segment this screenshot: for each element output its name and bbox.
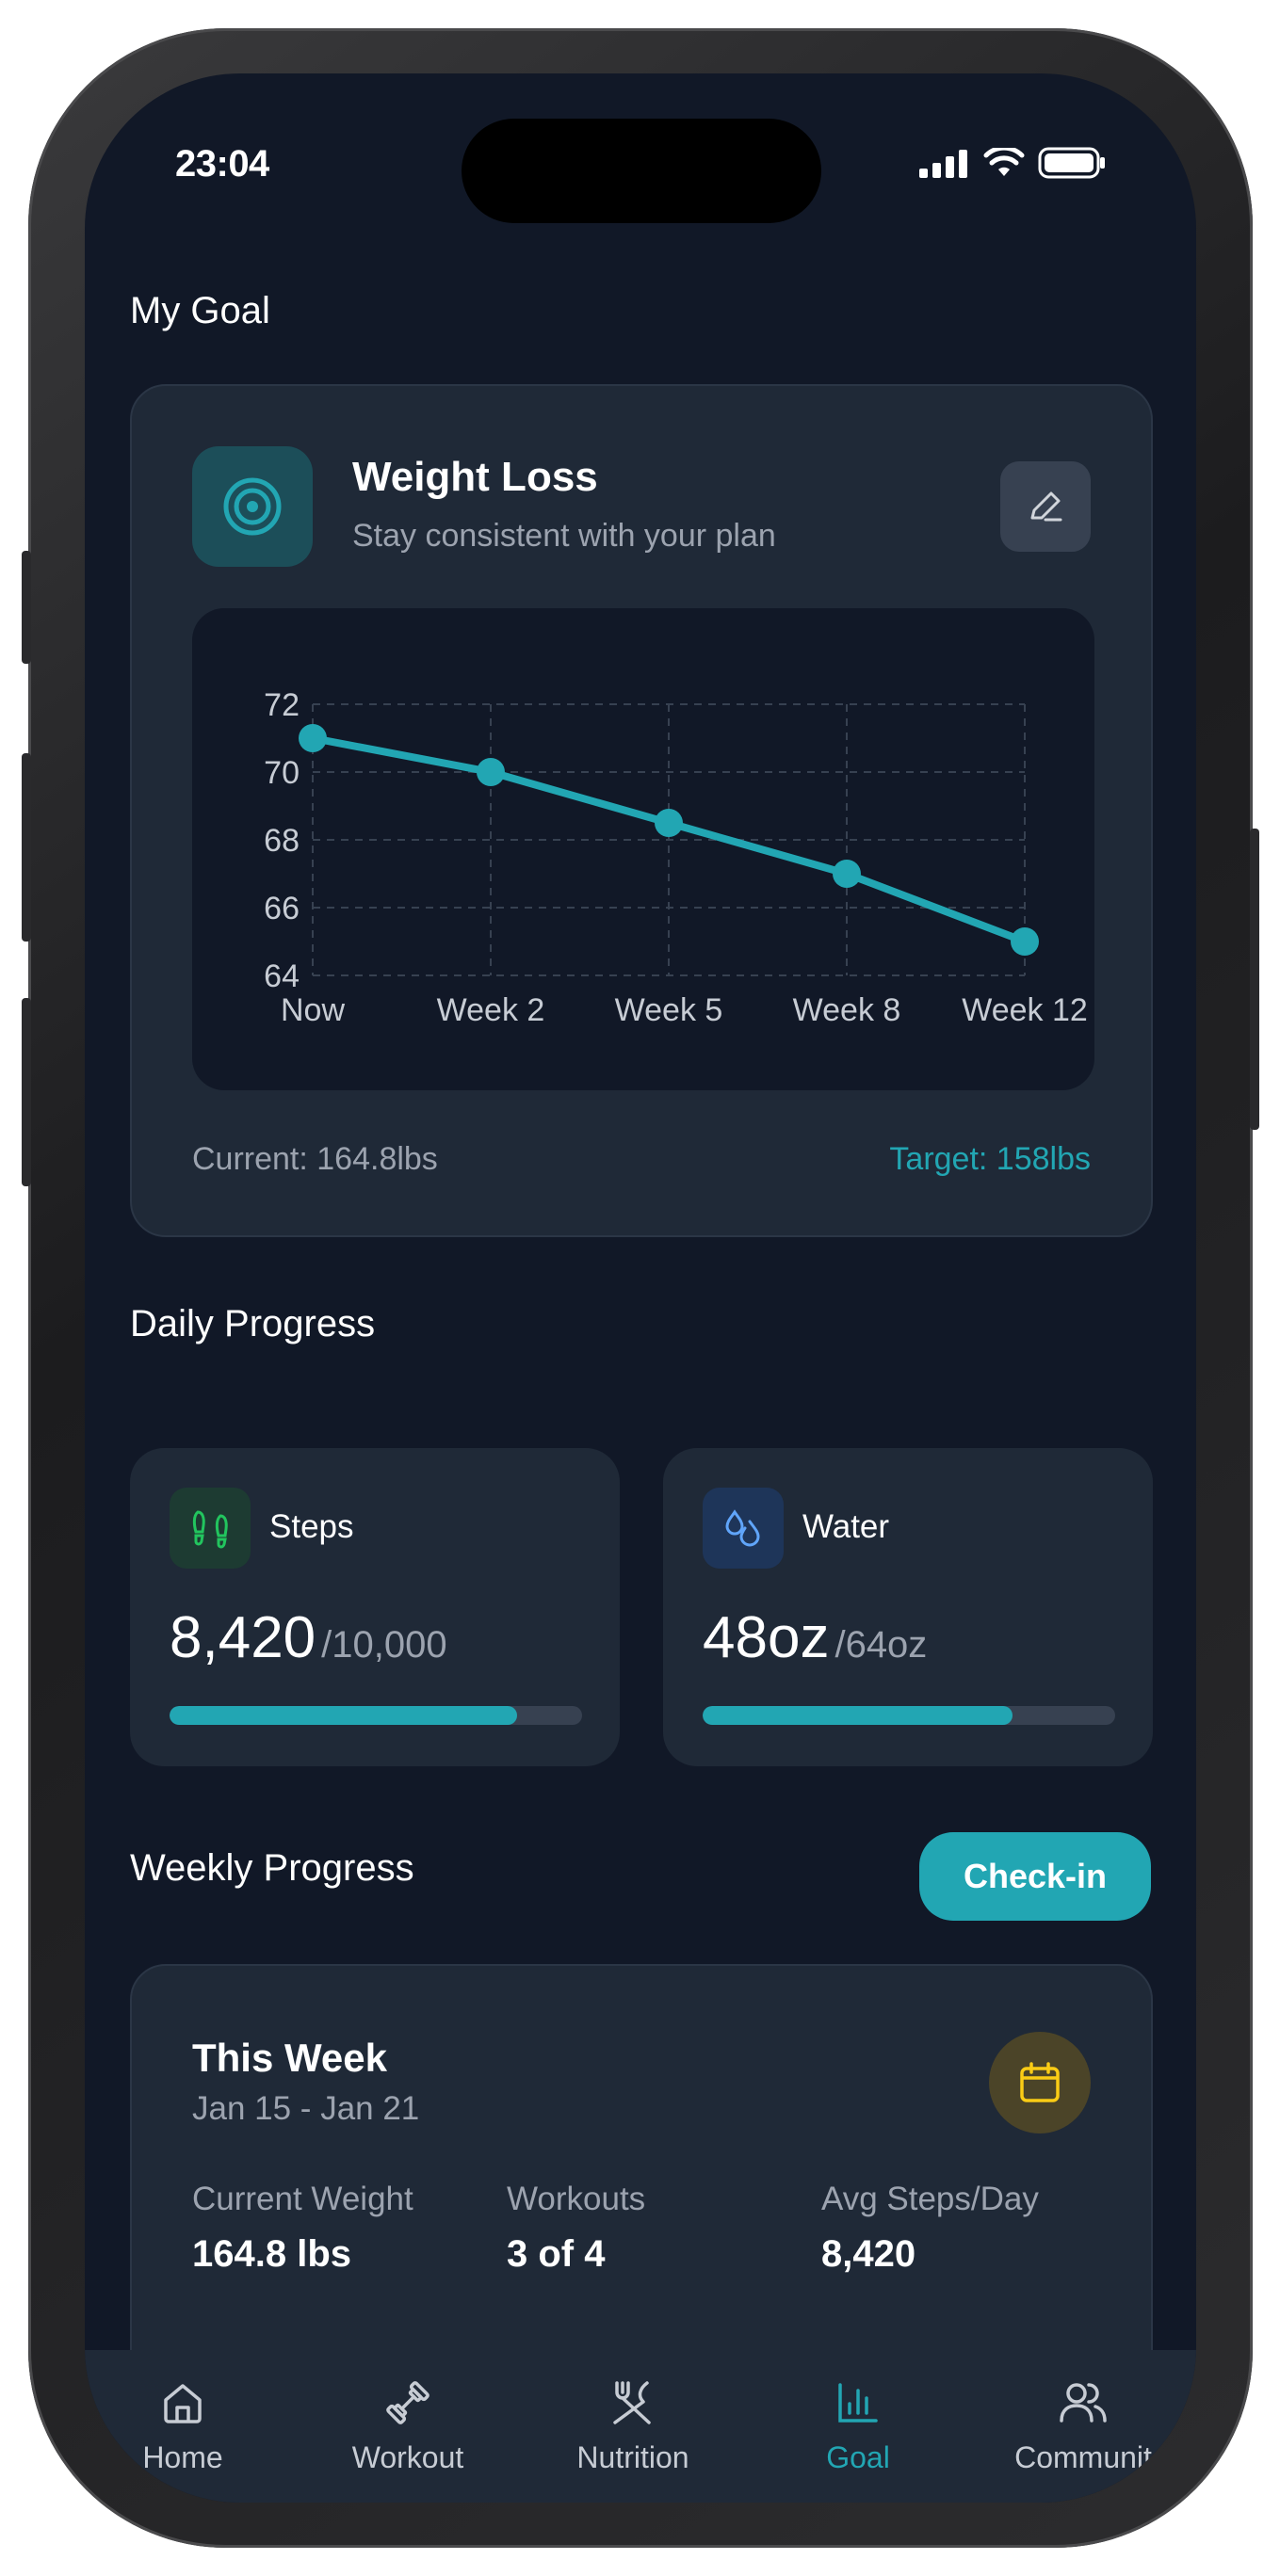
footprints-icon — [192, 1510, 228, 1549]
mute-switch — [22, 551, 31, 664]
x-tick-label: Now — [281, 992, 345, 1028]
steps-progress-fill — [170, 1706, 517, 1725]
app-screen: 23:04 My Goal — [85, 73, 1196, 2503]
stat-avg-steps: Avg Steps/Day 8,420 — [821, 2181, 1039, 2276]
signal-icon — [919, 150, 967, 178]
stat-label: Avg Steps/Day — [821, 2181, 1039, 2217]
home-icon — [164, 2384, 202, 2423]
week-title: This Week — [192, 2036, 387, 2080]
droplets-icon — [725, 1509, 760, 1547]
calendar-button[interactable] — [989, 2032, 1091, 2133]
nav-label: Goal — [826, 2440, 890, 2474]
volume-down-button — [22, 998, 31, 1186]
stat-workouts: Workouts 3 of 4 — [507, 2181, 645, 2276]
nav-item-home[interactable]: Home — [89, 2376, 277, 2475]
weekly-progress-heading: Weekly Progress — [130, 1847, 414, 1889]
my-goal-heading: My Goal — [130, 290, 270, 331]
stat-label: Workouts — [507, 2181, 646, 2217]
x-tick-label: Week 5 — [615, 992, 723, 1028]
daily-progress-heading: Daily Progress — [130, 1303, 376, 1344]
steps-progress-bar — [170, 1706, 582, 1725]
utensils-crossed-icon — [613, 2381, 651, 2424]
goal-title: Weight Loss — [352, 454, 598, 500]
power-button — [1250, 829, 1259, 1130]
steps-goal: /10,000 — [321, 1624, 447, 1666]
current-weight-label: Current: 164.8lbs — [192, 1141, 438, 1177]
x-tick-label: Week 2 — [437, 992, 545, 1028]
bar-chart-icon — [838, 2383, 878, 2423]
weight-chart-svg: 64 66 68 70 72 Now Week 2 Week 5 Week 8 Week 12 — [264, 687, 1088, 1028]
status-icons — [919, 147, 1106, 179]
y-tick-label: 66 — [264, 891, 300, 926]
data-point — [833, 860, 861, 888]
x-tick-label: Week 12 — [962, 992, 1088, 1028]
steps-card: Steps 8,420/10,000 — [130, 1448, 620, 1766]
stat-value: 164.8 lbs — [192, 2233, 352, 2275]
steps-value-row: 8,420/10,000 — [170, 1604, 447, 1671]
data-point — [1011, 927, 1039, 956]
water-icon-box — [703, 1488, 784, 1569]
nav-item-nutrition[interactable]: Nutrition — [539, 2376, 727, 2475]
y-tick-label: 70 — [264, 755, 300, 791]
water-progress-bar — [703, 1706, 1115, 1725]
nav-label: Home — [142, 2440, 223, 2474]
steps-icon-box — [170, 1488, 251, 1569]
y-tick-label: 72 — [264, 687, 300, 723]
water-card: Water 48oz/64oz — [663, 1448, 1153, 1766]
nav-item-workout[interactable]: Workout — [314, 2376, 502, 2475]
y-tick-label: 64 — [264, 958, 300, 994]
y-tick-label: 68 — [264, 823, 300, 859]
water-value: 48oz — [703, 1605, 830, 1670]
bottom-nav: Home Workout — [85, 2350, 1196, 2503]
goal-card: Weight Loss Stay consistent with your pl… — [130, 384, 1153, 1237]
steps-value: 8,420 — [170, 1605, 316, 1670]
water-value-row: 48oz/64oz — [703, 1604, 927, 1671]
steps-label: Steps — [269, 1508, 354, 1545]
status-time: 23:04 — [175, 143, 269, 185]
weight-chart: 64 66 68 70 72 Now Week 2 Week 5 Week 8 Week 12 — [192, 608, 1094, 1090]
stat-label: Current Weight — [192, 2181, 413, 2217]
stat-value: 8,420 — [821, 2233, 916, 2275]
wifi-icon — [983, 148, 1025, 176]
volume-up-button — [22, 753, 31, 942]
week-range: Jan 15 - Jan 21 — [192, 2090, 420, 2127]
phone-frame: 23:04 My Goal — [22, 28, 1259, 2548]
data-point — [477, 758, 505, 786]
water-label: Water — [802, 1508, 890, 1545]
nav-label: Nutrition — [576, 2440, 689, 2474]
stat-value: 3 of 4 — [507, 2233, 606, 2275]
stat-current-weight: Current Weight 164.8 lbs — [192, 2181, 413, 2276]
data-point — [299, 724, 327, 752]
target-icon — [223, 477, 282, 536]
data-point — [655, 809, 683, 837]
calendar-icon — [1020, 2062, 1060, 2102]
check-in-button[interactable]: Check-in — [919, 1832, 1151, 1921]
water-goal: /64oz — [834, 1624, 928, 1666]
edit-goal-button[interactable] — [1000, 461, 1091, 552]
goal-subtitle: Stay consistent with your plan — [352, 518, 776, 554]
battery-icon — [1038, 147, 1105, 179]
dynamic-island — [462, 119, 821, 223]
this-week-card: This Week Jan 15 - Jan 21 Current Weight… — [130, 1964, 1153, 2388]
users-icon — [1060, 2383, 1107, 2423]
nav-item-goal[interactable]: Goal — [764, 2376, 952, 2475]
pencil-icon — [1030, 491, 1062, 522]
target-weight-label: Target: 158lbs — [889, 1141, 1091, 1177]
nav-item-community[interactable]: Communit — [989, 2376, 1177, 2475]
x-tick-label: Week 8 — [793, 992, 901, 1028]
nav-label: Workout — [351, 2440, 464, 2474]
goal-icon-box — [192, 446, 313, 567]
water-progress-fill — [703, 1706, 1013, 1725]
nav-label: Communit — [1014, 2440, 1152, 2474]
dumbbell-icon — [386, 2381, 429, 2424]
